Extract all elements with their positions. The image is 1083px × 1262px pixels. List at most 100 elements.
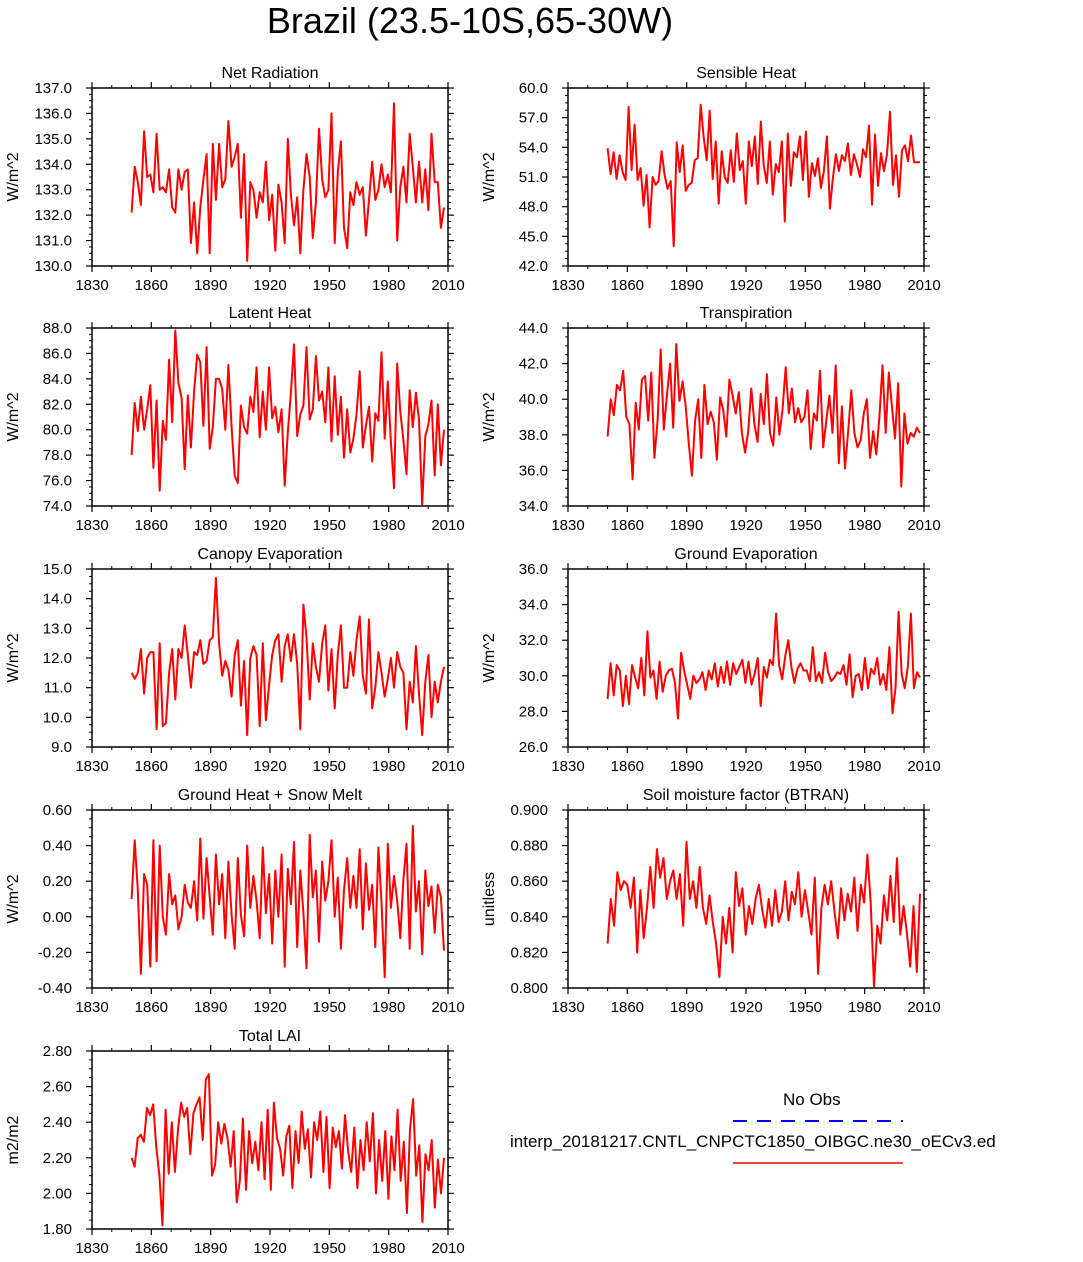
y-tick-label: 0.40 <box>43 838 72 855</box>
y-axis-label: W/m^2 <box>5 633 22 682</box>
y-tick-label: 0.60 <box>43 802 72 819</box>
y-tick-label: 130.0 <box>34 258 72 275</box>
panel-title: Sensible Heat <box>696 65 796 82</box>
y-tick-label: 60.0 <box>519 80 548 97</box>
series-line <box>606 343 921 488</box>
y-tick-label: -0.20 <box>38 944 72 961</box>
panel-4: Canopy Evaporation W/m^2 1830 1860 1890 1920 1… <box>5 546 465 775</box>
y-tick-label: 137.0 <box>34 80 72 97</box>
x-tick-label: 1920 <box>729 277 762 294</box>
x-tick-label: 1830 <box>75 999 108 1016</box>
x-tick-label: 2010 <box>907 758 940 775</box>
panel-title: Ground Heat + Snow Melt <box>178 787 363 804</box>
y-tick-label: 54.0 <box>519 139 548 156</box>
x-tick-label: 1980 <box>848 517 881 534</box>
x-tick-label: 1980 <box>372 999 405 1016</box>
y-tick-label: 0.900 <box>510 802 548 819</box>
legend-title: No Obs <box>783 1090 841 1109</box>
x-tick-label: 1830 <box>75 517 108 534</box>
y-tick-label: 135.0 <box>34 131 72 148</box>
plot-frame <box>91 568 449 748</box>
x-tick-label: 2010 <box>907 277 940 294</box>
y-tick-label: 57.0 <box>519 110 548 127</box>
y-tick-label: 32.0 <box>519 632 548 649</box>
y-tick-label: 2.40 <box>43 1114 72 1131</box>
x-tick-label: 1830 <box>551 999 584 1016</box>
panel-title: Transpiration <box>700 305 793 322</box>
x-tick-label: 1830 <box>75 277 108 294</box>
x-tick-label: 1950 <box>789 517 822 534</box>
series-line <box>606 103 920 248</box>
x-tick-label: 1980 <box>848 758 881 775</box>
panel-title: Total LAI <box>239 1028 301 1045</box>
y-tick-label: 2.00 <box>43 1185 72 1202</box>
series-line <box>130 329 445 506</box>
x-tick-label: 1890 <box>670 758 703 775</box>
y-axis-label: W/m^2 <box>5 392 22 441</box>
x-tick-label: 1860 <box>135 1240 168 1257</box>
x-tick-label: 1860 <box>135 758 168 775</box>
y-tick-label: 1.80 <box>43 1221 72 1238</box>
x-tick-label: 1950 <box>789 758 822 775</box>
y-tick-label: 45.0 <box>519 228 548 245</box>
x-tick-label: 1860 <box>135 999 168 1016</box>
y-tick-label: 36.0 <box>519 561 548 578</box>
x-tick-label: 1920 <box>729 517 762 534</box>
x-tick-label: 2010 <box>431 999 464 1016</box>
panel-title: Ground Evaporation <box>674 546 817 563</box>
x-tick-label: 1860 <box>611 999 644 1016</box>
y-tick-label: 42.0 <box>519 258 548 275</box>
series-line <box>130 825 445 979</box>
series-line <box>130 576 445 737</box>
panel-8: Total LAI m2/m2 1830 1860 1890 1920 1950 1980 20… <box>5 1028 465 1257</box>
y-tick-label: 14.0 <box>43 591 72 608</box>
x-tick-label: 1950 <box>313 1240 346 1257</box>
x-tick-label: 2010 <box>431 1240 464 1257</box>
y-tick-label: 13.0 <box>43 620 72 637</box>
plot-frame <box>91 1050 449 1230</box>
y-tick-label: 2.60 <box>43 1079 72 1096</box>
y-tick-label: 82.0 <box>43 396 72 413</box>
y-tick-label: 36.0 <box>519 462 548 479</box>
x-tick-label: 1860 <box>135 277 168 294</box>
x-tick-label: 1860 <box>611 758 644 775</box>
figure-title: Brazil (23.5-10S,65-30W) <box>266 0 674 41</box>
y-tick-label: 30.0 <box>519 668 548 685</box>
x-tick-label: 2010 <box>431 277 464 294</box>
panel-7: Soil moisture factor (BTRAN) unitless 1830… <box>481 787 941 1016</box>
y-tick-label: 40.0 <box>519 391 548 408</box>
x-tick-label: 1830 <box>551 758 584 775</box>
y-tick-label: 0.800 <box>510 980 548 997</box>
series-line <box>606 841 921 988</box>
panel-title: Soil moisture factor (BTRAN) <box>643 787 849 804</box>
x-tick-label: 1980 <box>372 517 405 534</box>
x-tick-label: 1950 <box>313 517 346 534</box>
x-tick-label: 1860 <box>135 517 168 534</box>
y-tick-label: 74.0 <box>43 498 72 515</box>
y-tick-label: 86.0 <box>43 345 72 362</box>
x-tick-label: 1920 <box>253 1240 286 1257</box>
panel-title: Latent Heat <box>229 305 312 322</box>
x-tick-label: 1980 <box>372 1240 405 1257</box>
y-tick-label: 38.0 <box>519 427 548 444</box>
y-tick-label: 15.0 <box>43 561 72 578</box>
x-tick-label: 1890 <box>194 758 227 775</box>
x-tick-label: 1920 <box>253 277 286 294</box>
y-tick-label: 0.840 <box>510 909 548 926</box>
y-tick-label: 133.0 <box>34 182 72 199</box>
x-tick-label: 1950 <box>313 999 346 1016</box>
x-tick-label: 1920 <box>253 758 286 775</box>
y-axis-label: unitless <box>481 872 498 926</box>
series-line <box>130 1073 445 1227</box>
x-tick-label: 1950 <box>313 277 346 294</box>
y-tick-label: 132.0 <box>34 207 72 224</box>
x-tick-label: 1890 <box>670 517 703 534</box>
y-tick-label: 2.80 <box>43 1043 72 1060</box>
y-tick-label: -0.40 <box>38 980 72 997</box>
y-tick-label: 51.0 <box>519 169 548 186</box>
x-tick-label: 1830 <box>551 517 584 534</box>
series-line <box>130 102 445 262</box>
x-tick-label: 1980 <box>372 277 405 294</box>
x-tick-label: 1860 <box>611 517 644 534</box>
